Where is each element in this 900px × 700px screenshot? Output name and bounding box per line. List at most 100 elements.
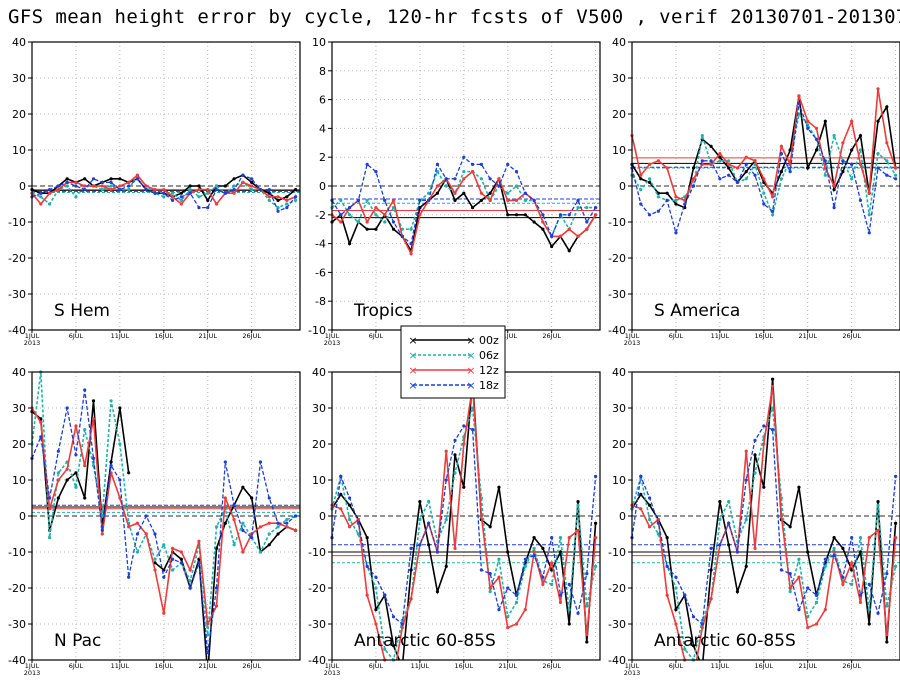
data-point xyxy=(153,568,157,572)
data-point xyxy=(223,496,227,500)
data-point xyxy=(532,198,536,202)
data-point xyxy=(418,518,422,522)
data-point xyxy=(894,536,898,540)
data-point xyxy=(567,213,571,217)
data-point xyxy=(91,417,96,421)
data-point xyxy=(232,543,236,547)
data-point xyxy=(850,119,854,123)
data-point xyxy=(656,521,660,525)
data-point xyxy=(876,528,880,533)
data-point xyxy=(823,557,827,561)
data-point xyxy=(585,227,589,231)
data-point xyxy=(744,564,748,569)
data-point xyxy=(691,177,696,181)
data-point xyxy=(118,177,122,181)
data-point xyxy=(858,134,863,138)
data-point xyxy=(383,647,387,651)
data-point xyxy=(567,249,571,253)
data-point xyxy=(488,177,492,181)
data-point xyxy=(674,608,678,612)
data-point xyxy=(656,195,660,199)
data-point xyxy=(744,449,748,453)
data-point xyxy=(453,191,457,195)
data-point xyxy=(797,608,801,612)
legend-marker: × xyxy=(408,364,417,377)
data-point xyxy=(594,213,598,217)
chart-title: GFS mean height error by cycle, 120-hr f… xyxy=(8,6,900,28)
data-point xyxy=(665,191,669,195)
x-tick-label: 6JUL xyxy=(69,662,84,670)
x-tick-year: 2013 xyxy=(624,339,641,347)
data-point xyxy=(709,144,713,148)
data-point xyxy=(541,213,545,217)
data-point xyxy=(567,536,571,540)
data-point xyxy=(867,213,871,217)
panel-label: Antarctic 60-85S xyxy=(354,631,496,651)
data-point xyxy=(214,188,219,192)
y-tick-label: 0 xyxy=(619,510,626,523)
x-tick-label: 16JUL xyxy=(755,332,774,340)
data-point xyxy=(285,198,289,202)
data-point xyxy=(727,162,731,166)
data-point xyxy=(223,460,227,464)
data-point xyxy=(347,518,352,522)
y-tick-label: -40 xyxy=(608,324,626,337)
y-tick-label: 20 xyxy=(612,438,626,451)
data-point xyxy=(365,198,369,202)
data-point xyxy=(770,428,775,432)
data-point xyxy=(444,449,448,453)
data-point xyxy=(841,575,845,579)
data-point xyxy=(532,536,536,540)
data-point xyxy=(418,213,422,217)
data-point xyxy=(823,166,827,170)
y-tick-label: -30 xyxy=(608,288,626,301)
data-point xyxy=(806,626,810,630)
data-point xyxy=(744,155,748,159)
data-point xyxy=(188,586,192,590)
data-point xyxy=(876,166,880,170)
data-point xyxy=(241,173,245,177)
y-tick-label: -20 xyxy=(608,252,626,265)
data-point xyxy=(267,198,271,202)
panel: -40 -30 -20 -10 0 10 20 30 40 1JUL 6JUL 11JUL 16JUL 2… xyxy=(8,366,301,677)
data-point xyxy=(647,518,652,522)
y-tick-label: -10 xyxy=(8,546,26,559)
data-point xyxy=(374,575,378,579)
data-point xyxy=(867,231,871,235)
data-point xyxy=(876,87,880,91)
data-point xyxy=(814,622,819,626)
data-point xyxy=(127,525,131,529)
data-point xyxy=(206,198,210,202)
data-point xyxy=(691,166,696,170)
data-point xyxy=(806,166,810,170)
data-point xyxy=(435,590,440,594)
data-point xyxy=(867,191,871,195)
data-point xyxy=(170,195,175,199)
data-point xyxy=(885,141,889,145)
data-point xyxy=(91,177,96,181)
data-point xyxy=(814,593,819,597)
data-point xyxy=(444,184,448,188)
y-tick-label: 10 xyxy=(12,474,26,487)
data-point xyxy=(170,568,175,572)
data-point xyxy=(383,220,387,224)
data-point xyxy=(841,546,845,551)
data-point xyxy=(383,213,387,217)
y-tick-label: 30 xyxy=(312,402,326,415)
data-point xyxy=(153,191,157,195)
data-point xyxy=(267,532,271,536)
data-point xyxy=(118,406,122,410)
data-point xyxy=(206,206,210,210)
y-tick-label: 40 xyxy=(312,366,326,379)
data-point xyxy=(727,173,731,177)
data-point xyxy=(506,586,510,590)
data-point xyxy=(514,170,519,174)
data-point xyxy=(109,188,113,192)
data-point xyxy=(435,162,440,166)
data-point xyxy=(427,521,431,525)
y-tick-label: 30 xyxy=(612,402,626,415)
data-point xyxy=(762,442,766,446)
x-tick-year: 2013 xyxy=(324,339,341,347)
data-point xyxy=(823,159,827,163)
legend-label: 18z xyxy=(479,379,499,392)
